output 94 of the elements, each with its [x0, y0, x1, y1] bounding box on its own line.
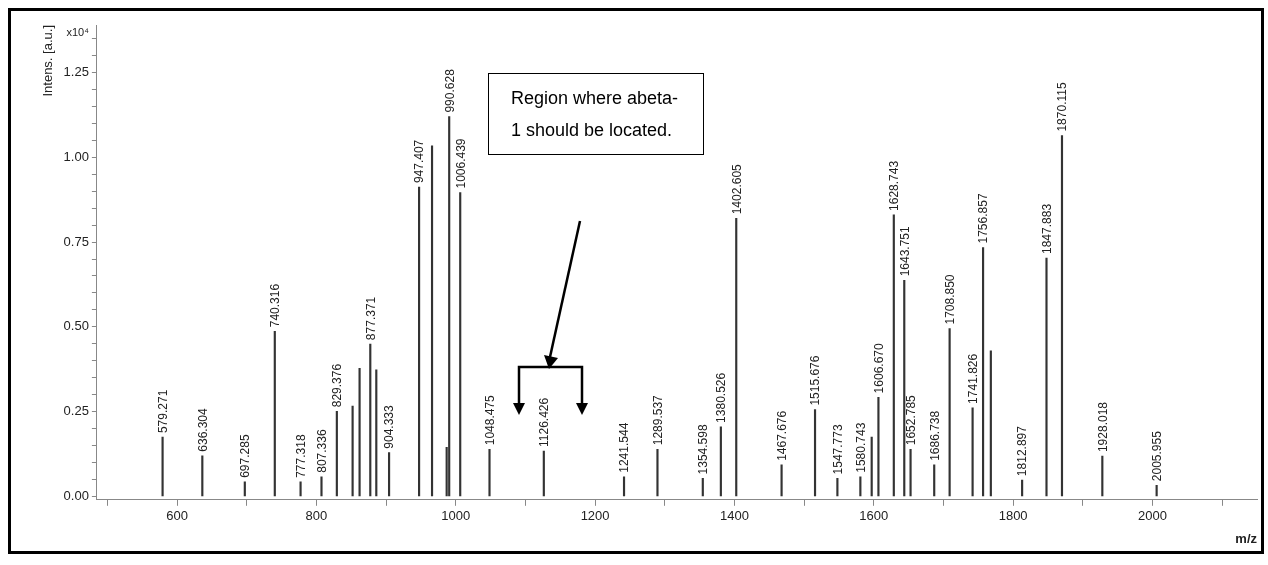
annotation: 1847.883 [1039, 203, 1054, 254]
bar [488, 448, 491, 497]
annotation: 1928.018 [1095, 401, 1110, 453]
bar [836, 478, 839, 497]
bar [989, 350, 992, 497]
x-axis-title: m/z [1235, 530, 1258, 546]
bar [387, 452, 391, 497]
bar [201, 455, 204, 497]
bar [375, 369, 378, 497]
annotation: 1628.743 [887, 160, 902, 211]
bar [948, 328, 951, 497]
annotation: 1126.426 [537, 397, 552, 447]
x-tick-label: 1800 [998, 508, 1028, 524]
annotation: 904.333 [382, 404, 397, 449]
bar [735, 217, 738, 497]
annotation: 1606.670 [871, 343, 886, 394]
annotation: 1006.439 [453, 138, 468, 189]
bar [933, 464, 936, 497]
annotation: 877.371 [363, 296, 378, 341]
annotation: 829.376 [330, 363, 345, 408]
bar [1060, 135, 1064, 497]
y-tick-label: 0.00 [63, 487, 89, 503]
bar [243, 481, 246, 497]
bar [161, 436, 164, 497]
bar [335, 410, 338, 497]
annotation: 1708.850 [942, 274, 957, 325]
annotation: 636.304 [195, 408, 210, 452]
annotation: 1380.526 [714, 372, 729, 423]
annotation: 1686.738 [927, 410, 942, 461]
x-tick-label: 800 [305, 508, 328, 524]
annotation: 1402.605 [729, 163, 744, 215]
annotation: 1741.826 [965, 353, 980, 404]
bar [877, 397, 880, 497]
annotation: 1652.785 [903, 394, 918, 446]
bar [622, 476, 626, 497]
bar [418, 186, 421, 497]
bar [320, 476, 323, 497]
annotation: 1467.676 [774, 410, 789, 461]
bar [971, 407, 974, 497]
x-tick-label: 1600 [859, 508, 889, 524]
annotation: 1289.537 [650, 394, 665, 446]
bar [1045, 257, 1048, 497]
bar [903, 280, 906, 497]
bar [859, 476, 862, 497]
y-tick-label: 0.75 [63, 233, 89, 249]
bar [1101, 455, 1104, 497]
bar [656, 448, 659, 497]
annotation: 777.318 [293, 434, 308, 478]
bar [813, 409, 817, 497]
bar [870, 436, 873, 497]
annotation: 1756.857 [976, 193, 991, 244]
bar [299, 481, 302, 497]
bar [909, 448, 912, 497]
bar [542, 450, 545, 497]
y-tick-label: 1.00 [63, 148, 89, 164]
annotation: 1870.115 [1055, 82, 1070, 132]
annotation: 1241.544 [617, 422, 632, 473]
annotation: 697.285 [238, 434, 253, 478]
annotation: 2005.955 [1149, 430, 1164, 482]
annotation: 740.316 [268, 283, 283, 328]
bar [351, 405, 354, 497]
annotation: 1547.773 [830, 424, 845, 475]
annotation: 579.271 [155, 389, 170, 434]
x-tick-label: 2000 [1138, 508, 1167, 524]
y-tick-label: 1.25 [63, 64, 89, 80]
bar [358, 367, 361, 497]
bar [982, 247, 985, 497]
x-tick-label: 1000 [441, 508, 471, 524]
bar [892, 214, 895, 497]
bar [780, 464, 783, 497]
annotation: 1048.475 [482, 394, 497, 446]
x-tick-label: 600 [166, 508, 188, 524]
y-axis-title: Intens. [a.u.] [40, 25, 56, 97]
bar [719, 426, 722, 497]
x-tick-label: 1400 [719, 508, 749, 524]
y-tick-label: 0.50 [63, 318, 89, 334]
annotation: 807.336 [314, 429, 329, 473]
bar [701, 478, 704, 497]
bar [430, 145, 434, 497]
bar [273, 330, 276, 497]
annotation: 990.628 [442, 68, 457, 113]
annotation: 1580.743 [853, 422, 868, 473]
text: x10⁴ [66, 25, 90, 38]
annotation: Region where abeta-1 should be located. [488, 73, 704, 155]
bar [459, 192, 462, 497]
x-tick-label: 1200 [580, 508, 610, 524]
bar [369, 343, 372, 497]
annotation: 1354.598 [696, 424, 711, 475]
bar [448, 116, 451, 497]
y-tick-label: 0.25 [63, 403, 89, 419]
annotation: 947.407 [412, 139, 427, 184]
annotation: 1515.676 [808, 355, 823, 406]
annotation: 1643.751 [897, 226, 912, 277]
annotation: 1812.897 [1015, 425, 1030, 477]
